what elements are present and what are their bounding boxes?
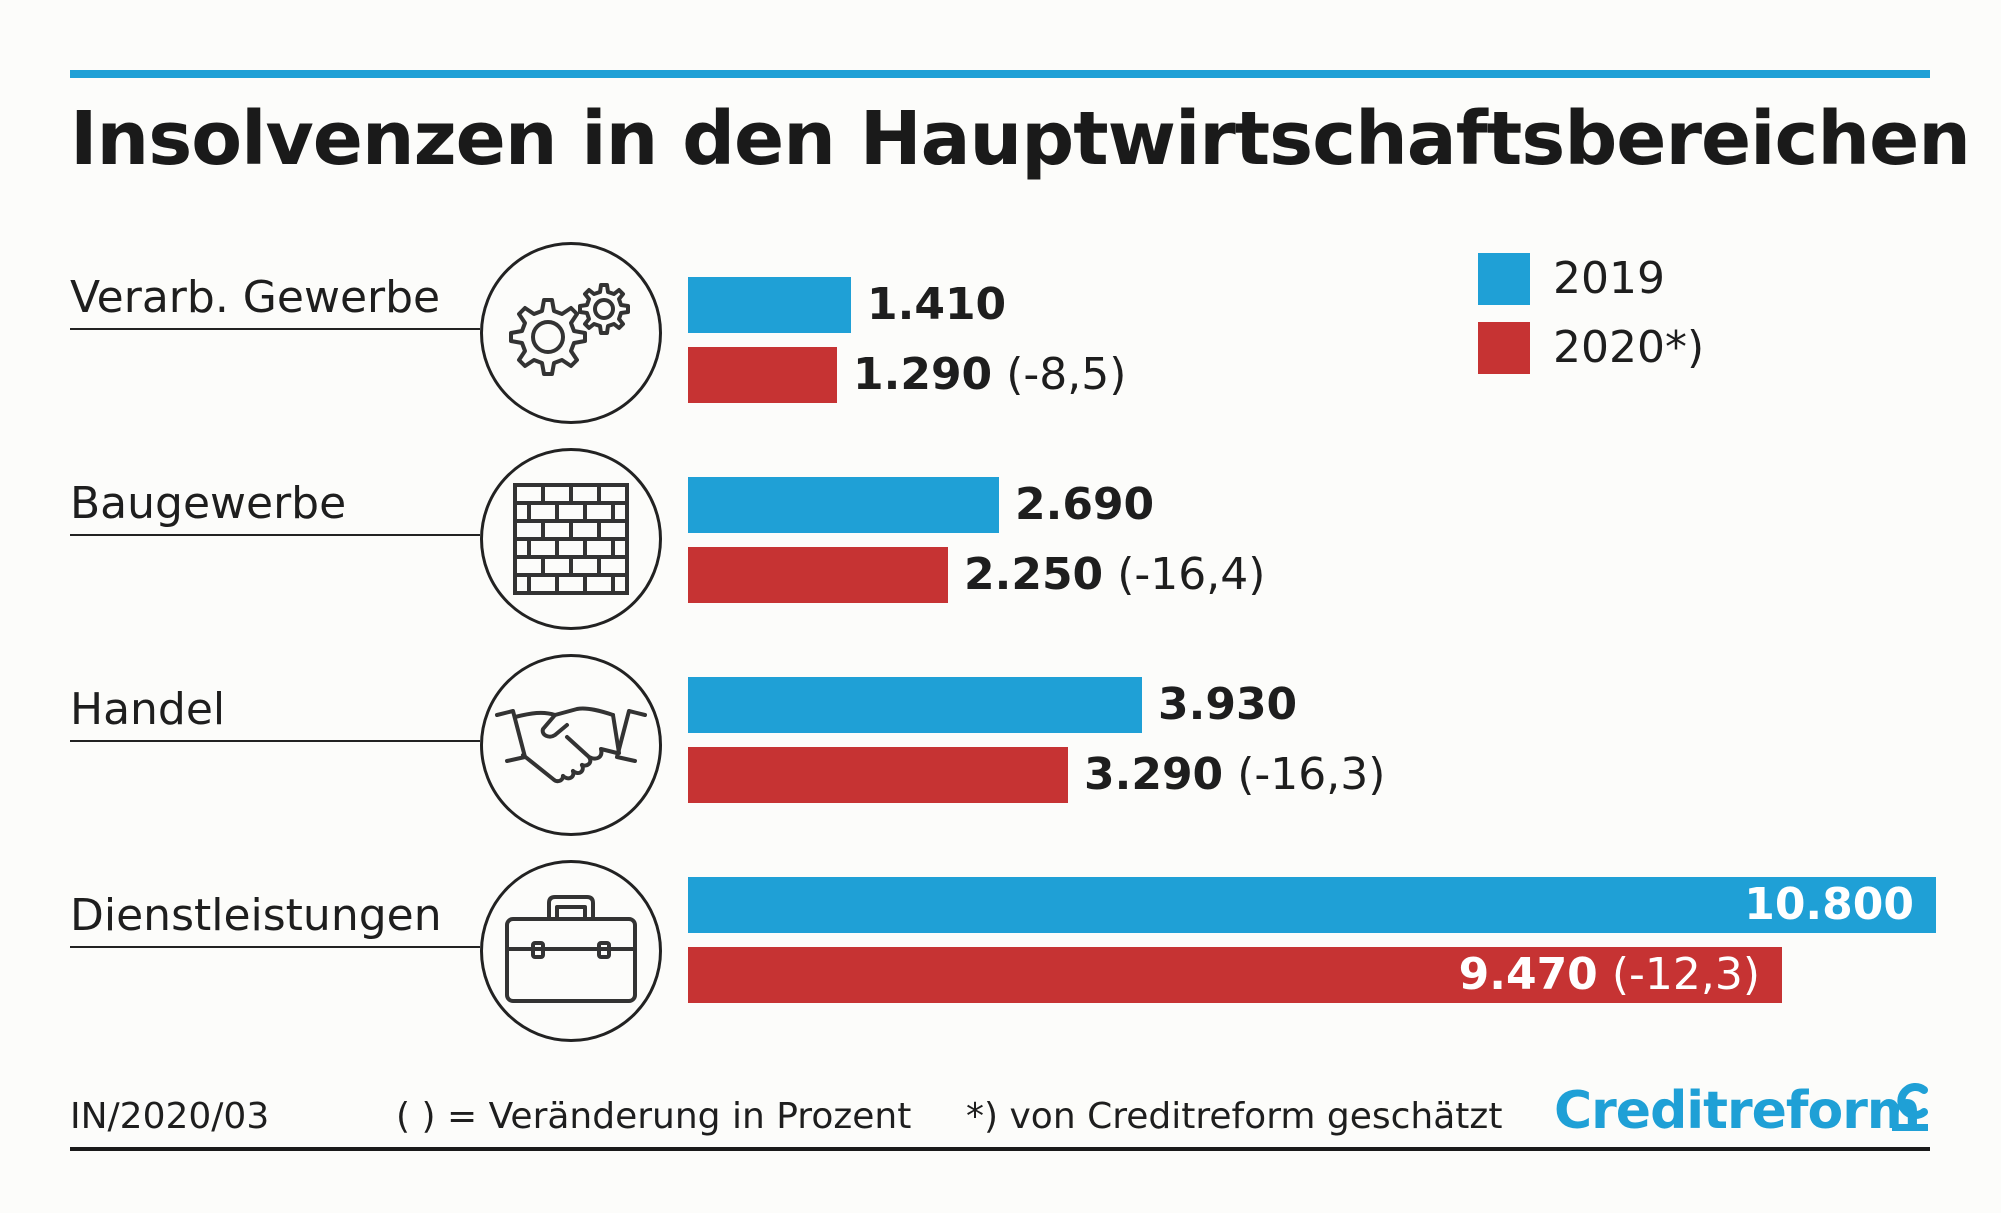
bar-2019-baugewerbe — [688, 477, 999, 533]
change-percent: (-16,4) — [1117, 549, 1266, 600]
bar-2019-handel — [688, 677, 1142, 733]
category-label-dienstleistungen: Dienstleistungen — [70, 886, 480, 948]
legend-swatch-2019 — [1478, 253, 1530, 305]
value-2019: 10.800 — [1744, 879, 1914, 930]
change-percent: (-12,3) — [1611, 949, 1760, 1000]
change-percent: (-16,3) — [1237, 749, 1386, 800]
briefcase-icon — [480, 860, 662, 1042]
bottom-rule — [70, 1147, 1930, 1151]
legend-swatch-2020 — [1478, 322, 1530, 374]
creditreform-logo-mark-icon — [1892, 1083, 1928, 1131]
footer-change-note: ( ) = Veränderung in Prozent — [396, 1096, 912, 1137]
category-label-verarb-gewerbe: Verarb. Gewerbe — [70, 268, 480, 330]
top-accent-rule — [70, 70, 1930, 78]
handshake-icon — [480, 654, 662, 836]
value-label-2020-handel: 3.290 (-16,3) — [1084, 747, 1385, 803]
legend-label-2020: 2020*) — [1553, 322, 1705, 373]
category-label-baugewerbe: Baugewerbe — [70, 474, 480, 536]
chart-title: Insolvenzen in den Hauptwirtschaftsberei… — [70, 96, 1971, 182]
creditreform-logo: Creditreform — [1554, 1081, 1921, 1141]
value-2019: 2.690 — [1015, 479, 1155, 530]
legend-label-2019: 2019 — [1553, 253, 1665, 304]
value-label-2019-baugewerbe: 2.690 — [1015, 477, 1154, 533]
change-percent: (-8,5) — [1006, 349, 1127, 400]
bar-2019-verarb-gewerbe — [688, 277, 851, 333]
bar-2020-dienstleistungen — [688, 947, 1782, 1003]
value-2020: 9.470 — [1458, 949, 1598, 1000]
category-label-handel: Handel — [70, 680, 480, 742]
value-label-2020-dienstleistungen: 9.470 (-12,3) — [688, 947, 1760, 1003]
bar-2020-verarb-gewerbe — [688, 347, 837, 403]
value-2020: 1.290 — [853, 349, 993, 400]
value-2019: 3.930 — [1158, 679, 1298, 730]
bar-2020-handel — [688, 747, 1068, 803]
value-2019: 1.410 — [867, 279, 1007, 330]
value-label-2019-dienstleistungen: 10.800 — [688, 877, 1914, 933]
value-2020: 2.250 — [964, 549, 1104, 600]
value-label-2019-handel: 3.930 — [1158, 677, 1297, 733]
footer-code: IN/2020/03 — [70, 1096, 270, 1137]
value-label-2019-verarb-gewerbe: 1.410 — [867, 277, 1006, 333]
brick-wall-icon — [480, 448, 662, 630]
value-2020: 3.290 — [1084, 749, 1224, 800]
bar-2020-baugewerbe — [688, 547, 948, 603]
gears-icon — [480, 242, 662, 424]
value-label-2020-verarb-gewerbe: 1.290 (-8,5) — [853, 347, 1126, 403]
footer-estimate-note: *) von Creditreform geschätzt — [966, 1096, 1503, 1137]
value-label-2020-baugewerbe: 2.250 (-16,4) — [964, 547, 1265, 603]
bar-2019-dienstleistungen — [688, 877, 1936, 933]
